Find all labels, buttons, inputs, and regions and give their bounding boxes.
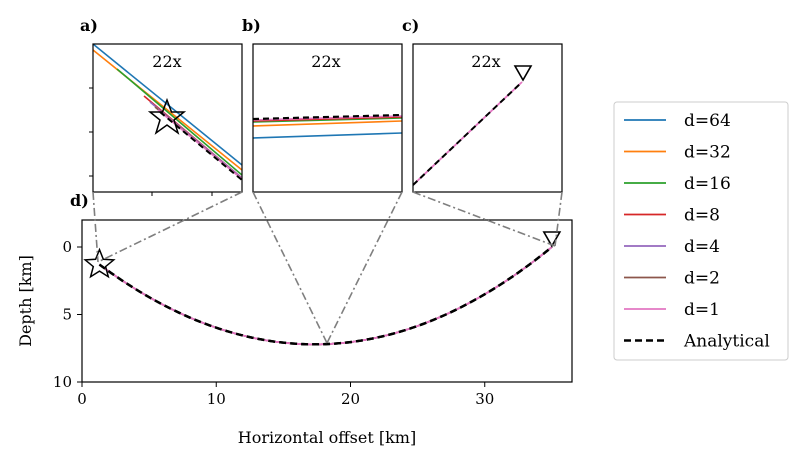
- inset-c-line-analytical: [413, 81, 523, 186]
- inset-a-line-d64: [93, 44, 242, 166]
- source-star-icon: [83, 247, 116, 279]
- inset-b-line-d16: [253, 117, 402, 123]
- inset-a-line-d16: [116, 68, 242, 176]
- y-axis: 0 5 10: [53, 238, 82, 391]
- x-tick-label: 30: [475, 390, 494, 408]
- legend-label: d=64: [684, 111, 731, 131]
- y-axis-label: Depth [km]: [16, 255, 35, 347]
- inset-b-line-analytical: [253, 113, 402, 121]
- receiver-triangle-icon: [542, 231, 562, 248]
- inset-b-label: b): [242, 16, 261, 35]
- inset-a-zoom: 22x: [152, 52, 181, 71]
- inset-c-label: c): [402, 16, 419, 35]
- inset-c-receiver-triangle-icon: [513, 65, 533, 82]
- connector-b-left: [252, 191, 328, 344]
- inset-a-source-star-icon: [147, 97, 187, 135]
- legend-frame: [613, 101, 789, 361]
- zoom-connectors: [92, 191, 563, 344]
- inset-b-line-d64: [253, 132, 402, 139]
- x-tick-label: 0: [77, 390, 87, 408]
- inset-c-zoom: 22x: [471, 52, 500, 71]
- inset-b-frame: [252, 43, 403, 193]
- main-line-analytical-top: [98, 246, 553, 346]
- x-tick-label: 10: [207, 390, 226, 408]
- legend-label: d=32: [684, 143, 731, 163]
- main-frame: [81, 219, 573, 383]
- inset-a-label: a): [80, 16, 98, 35]
- legend-label: d=4: [684, 237, 720, 257]
- legend-items: d=64 d=32 d=16 d=8 d=4 d=2 d=1 Analytical: [624, 111, 770, 352]
- y-tick-label: 5: [62, 306, 72, 324]
- connector-b-right: [326, 191, 403, 344]
- legend-label: d=16: [684, 174, 731, 194]
- inset-c: c) 22x: [402, 16, 563, 193]
- inset-c-frame: [412, 43, 563, 193]
- main-curves: [98, 246, 553, 346]
- inset-b: b) 22x: [242, 16, 403, 193]
- connector-a-left: [92, 191, 99, 263]
- connector-a-right: [97, 191, 243, 263]
- legend-label: d=2: [684, 269, 720, 289]
- inset-b-zoom: 22x: [311, 52, 340, 71]
- inset-b-line-d32: [253, 120, 402, 127]
- main-plot: 0 10 20 30 0 5 10 d) Horizontal offset [km] D…: [16, 191, 573, 447]
- inset-a-plot: [93, 44, 242, 181]
- main-markers: [83, 231, 562, 279]
- inset-c-plot: [413, 65, 533, 186]
- legend-label: Analytical: [683, 332, 770, 352]
- connector-c-left: [412, 191, 556, 247]
- legend: d=64 d=32 d=16 d=8 d=4 d=2 d=1 Analytical: [613, 101, 789, 361]
- y-tick-label: 10: [53, 373, 72, 391]
- x-axis-label: Horizontal offset [km]: [238, 428, 416, 447]
- legend-label: d=8: [684, 206, 720, 226]
- inset-b-plot: [253, 113, 402, 139]
- legend-label: d=1: [684, 300, 720, 320]
- x-axis: 0 10 20 30: [77, 382, 494, 408]
- inset-a-frame: [92, 43, 243, 193]
- y-tick-label: 0: [62, 238, 72, 256]
- inset-b-line-d8: [253, 116, 402, 122]
- inset-a-line-analytical: [159, 111, 242, 181]
- inset-a: a) 22x: [80, 16, 243, 196]
- x-tick-label: 20: [341, 390, 360, 408]
- connector-c-right: [554, 191, 563, 247]
- main-panel-label: d): [70, 191, 89, 210]
